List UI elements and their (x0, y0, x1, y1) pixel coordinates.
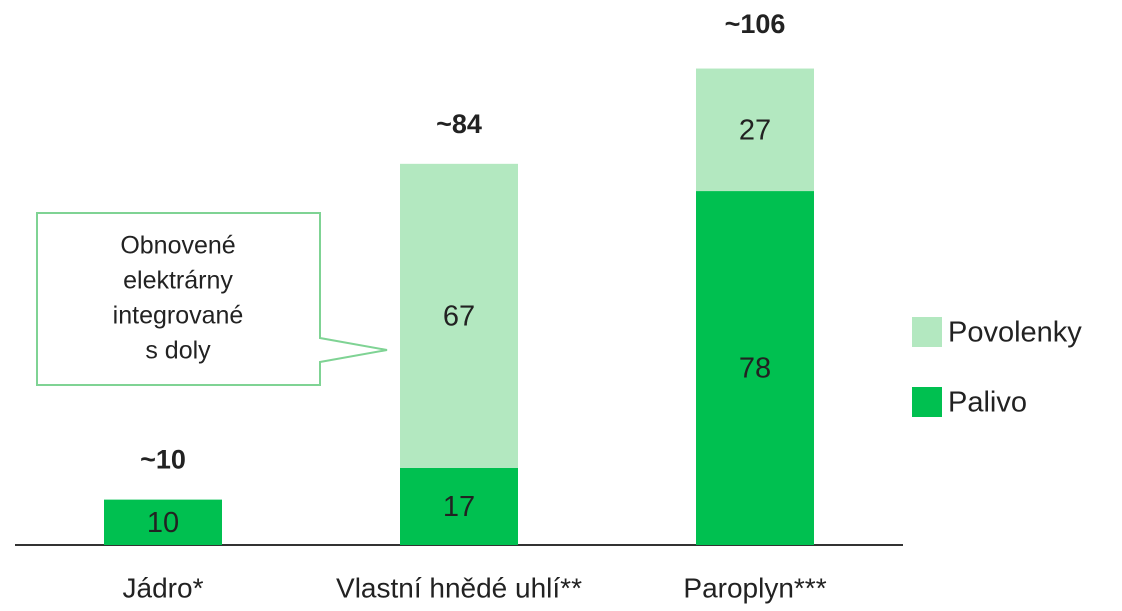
bar-segment (400, 163, 518, 468)
bar-segment (400, 467, 518, 545)
annotation: Obnovené (120, 232, 235, 260)
x-tick-label: Vlastní hnědé uhlí** (336, 572, 582, 603)
value-label: 27 (739, 114, 771, 146)
legend-swatch (912, 317, 942, 347)
annotation: elektrárny (123, 267, 233, 295)
annotation: s doly (145, 337, 211, 365)
callout-box (36, 212, 388, 386)
legend-swatch (912, 387, 942, 417)
value-label: 78 (739, 353, 771, 385)
legend-label: Povolenky (948, 317, 1082, 349)
bar-segment (696, 68, 814, 192)
value-label: 10 (147, 507, 179, 539)
value-label: 17 (443, 491, 475, 523)
bar-segment (104, 499, 222, 545)
total-label: ~106 (725, 9, 786, 39)
value-label: 67 (443, 301, 475, 333)
x-tick-label: Paroplyn*** (683, 572, 826, 603)
annotation: integrované (113, 302, 244, 330)
x-tick-label: Jádro* (123, 572, 204, 603)
total-label: ~84 (436, 109, 482, 139)
bar-segment (696, 191, 814, 545)
total-label: ~10 (140, 445, 186, 475)
legend-label: Palivo (948, 387, 1027, 419)
